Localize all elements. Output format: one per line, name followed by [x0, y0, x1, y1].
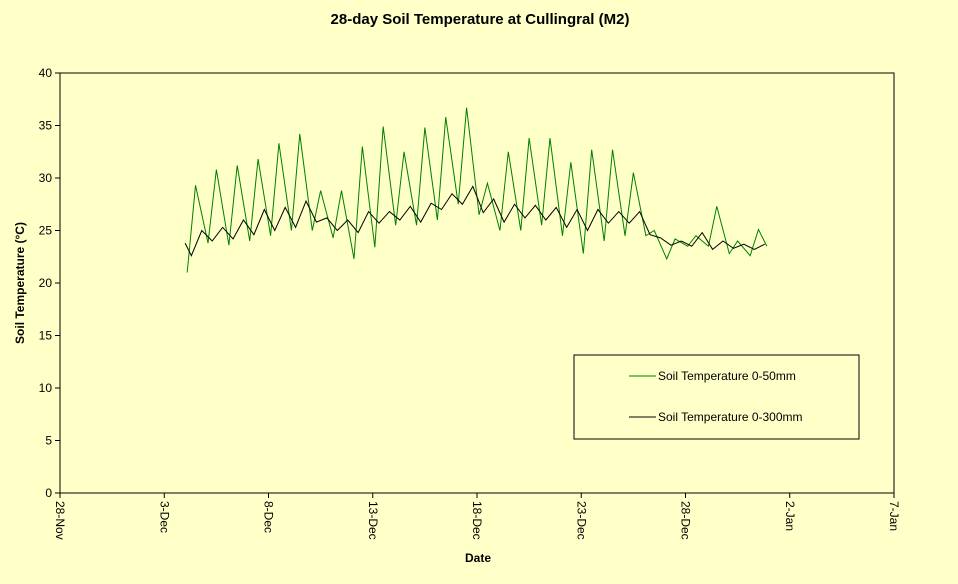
y-tick-label: 30 [39, 171, 53, 185]
legend-label: Soil Temperature 0-300mm [658, 410, 803, 424]
x-tick-label: 28-Nov [53, 501, 67, 540]
chart-title: 28-day Soil Temperature at Cullingral (M… [331, 11, 630, 28]
legend-box [573, 354, 860, 440]
x-axis-label: Date [465, 551, 491, 565]
x-tick-label: 18-Dec [470, 501, 484, 540]
y-tick-label: 5 [45, 434, 52, 448]
y-tick-label: 15 [39, 329, 53, 343]
x-tick-label: 13-Dec [366, 501, 380, 540]
y-tick-label: 25 [39, 224, 53, 238]
x-tick-label: 8-Dec [262, 501, 276, 533]
x-tick-label: 3-Dec [157, 501, 171, 533]
y-tick-label: 40 [39, 66, 53, 80]
y-axis-label: Soil Temperature (°C) [13, 222, 27, 344]
x-tick-label: 23-Dec [574, 501, 588, 540]
legend-label: Soil Temperature 0-50mm [658, 369, 796, 383]
x-tick-label: 28-Dec [679, 501, 693, 540]
y-tick-label: 20 [39, 276, 53, 290]
y-tick-label: 0 [45, 486, 52, 500]
data-line [184, 185, 765, 257]
data-line [186, 107, 768, 273]
y-tick-label: 10 [39, 381, 53, 395]
y-tick-label: 35 [39, 119, 53, 133]
x-tick-label: 2-Jan [783, 501, 797, 531]
x-tick-label: 7-Jan [887, 501, 901, 531]
